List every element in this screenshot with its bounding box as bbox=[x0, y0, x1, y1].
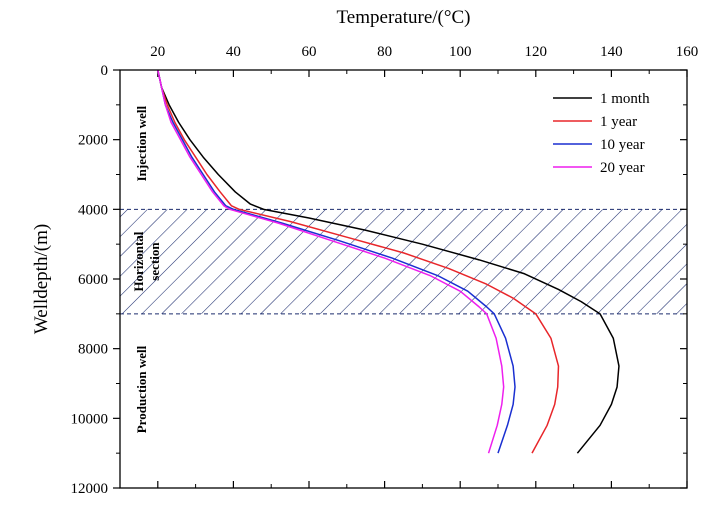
y-tick-label: 4000 bbox=[78, 202, 108, 218]
region-label-injection-well: Injection well bbox=[134, 106, 149, 182]
x-tick-label: 100 bbox=[449, 44, 472, 60]
y-tick-label: 0 bbox=[101, 63, 109, 79]
x-tick-label: 160 bbox=[676, 44, 699, 60]
hatched-region-horizontal-section bbox=[120, 209, 687, 314]
y-tick-label: 6000 bbox=[78, 272, 108, 288]
legend-label-1-month: 1 month bbox=[600, 91, 650, 107]
legend-label-1-year: 1 year bbox=[600, 114, 637, 130]
y-tick-label: 2000 bbox=[78, 133, 108, 149]
x-tick-label: 20 bbox=[150, 44, 165, 60]
legend-label-10-year: 10 year bbox=[600, 137, 645, 153]
region-label-horizontal-word-1: Horizontal bbox=[131, 231, 146, 291]
series-line-1-year bbox=[157, 70, 560, 454]
x-tick-label: 60 bbox=[302, 44, 317, 60]
series-line-1-month bbox=[157, 70, 620, 454]
y-axis-title: Welldepth/(m) bbox=[31, 224, 52, 334]
y-tick-label: 8000 bbox=[78, 342, 108, 358]
region-label-production-well: Production well bbox=[134, 345, 149, 433]
region-label-horizontal-word-2: section bbox=[147, 242, 162, 281]
legend-label-20-year: 20 year bbox=[600, 160, 645, 176]
y-tick-label: 10000 bbox=[71, 411, 109, 427]
series-line-10-year bbox=[157, 70, 516, 454]
x-tick-label: 120 bbox=[525, 44, 548, 60]
x-tick-label: 40 bbox=[226, 44, 241, 60]
x-tick-label: 80 bbox=[377, 44, 392, 60]
x-axis-title: Temperature/(°C) bbox=[337, 7, 471, 28]
y-tick-label: 12000 bbox=[71, 481, 109, 497]
x-tick-label: 140 bbox=[600, 44, 623, 60]
plot-frame bbox=[119, 69, 688, 489]
series-line-20-year bbox=[157, 70, 505, 454]
